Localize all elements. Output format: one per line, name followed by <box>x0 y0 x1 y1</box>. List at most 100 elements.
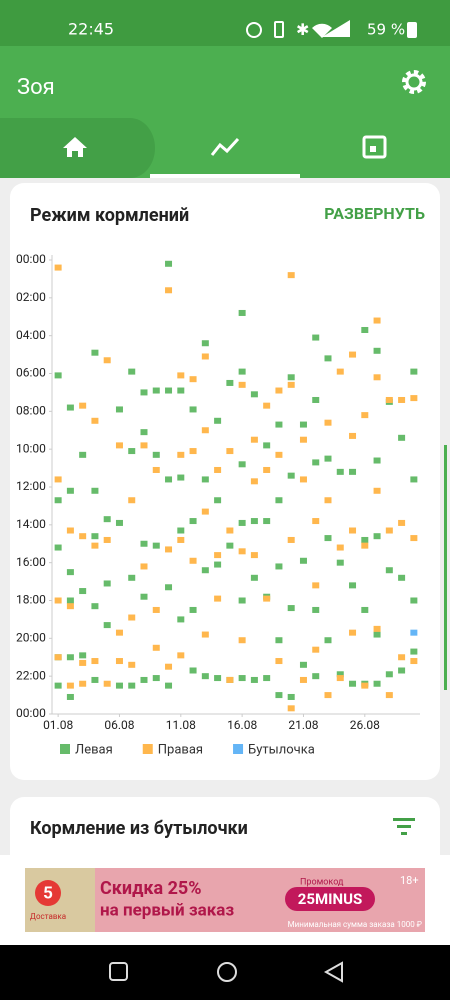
y-tick-label: 22:00 <box>16 668 46 682</box>
card-title: Режим кормлений <box>30 205 189 226</box>
point <box>373 625 381 632</box>
point <box>385 692 393 699</box>
point <box>214 561 222 568</box>
legend-label: Бутылочка <box>248 742 315 757</box>
point <box>263 402 271 409</box>
point <box>299 661 307 668</box>
alarm-icon <box>246 22 262 38</box>
legend-label: Левая <box>75 742 113 757</box>
point <box>361 542 369 549</box>
point <box>189 606 197 613</box>
point <box>250 436 258 443</box>
point <box>275 421 283 428</box>
point <box>373 680 381 687</box>
back-button[interactable] <box>323 961 343 983</box>
point <box>214 595 222 602</box>
point <box>373 347 381 354</box>
point <box>398 667 406 674</box>
point <box>66 654 74 661</box>
y-tick-label: 00:00 <box>16 706 46 720</box>
y-tick-label: 16:00 <box>16 555 46 569</box>
y-tick-label: 00:00 <box>16 252 46 266</box>
settings-button[interactable] <box>402 70 426 94</box>
point <box>410 535 418 542</box>
point <box>349 629 357 636</box>
recents-button[interactable] <box>109 962 128 981</box>
point <box>336 544 344 551</box>
point <box>66 603 74 610</box>
point <box>299 676 307 683</box>
point <box>54 654 62 661</box>
point <box>201 631 209 638</box>
point <box>91 417 99 424</box>
point <box>177 616 185 623</box>
point <box>385 671 393 678</box>
nav-bar <box>0 945 450 1000</box>
point <box>201 508 209 515</box>
point <box>177 652 185 659</box>
calendar-tab[interactable] <box>362 135 387 159</box>
point <box>275 692 283 699</box>
point <box>152 606 160 613</box>
point <box>201 427 209 434</box>
ad-promo-code: 25MINUS <box>298 890 362 908</box>
point <box>324 637 332 644</box>
point <box>373 533 381 540</box>
point <box>103 357 111 364</box>
point <box>152 675 160 682</box>
point <box>177 451 185 458</box>
point <box>410 629 418 636</box>
point <box>324 497 332 504</box>
legend-swatch <box>60 744 70 754</box>
ad-banner[interactable]: 5 Доставка Скидка 25% на первый заказ Пр… <box>25 868 425 932</box>
point <box>189 667 197 674</box>
x-tick-label: 21.08 <box>288 718 318 732</box>
point <box>385 396 393 403</box>
point <box>140 442 148 449</box>
point <box>324 535 332 542</box>
point <box>79 402 87 409</box>
ad-promo-label: Промокод <box>300 877 344 887</box>
point <box>189 518 197 525</box>
point <box>91 533 99 540</box>
x-tick-label: 16.08 <box>227 718 257 732</box>
chart-tab[interactable] <box>210 137 240 156</box>
home-button[interactable] <box>217 962 237 982</box>
point <box>287 381 295 388</box>
point <box>165 663 173 670</box>
point <box>238 381 246 388</box>
point <box>165 584 173 591</box>
point <box>79 451 87 458</box>
point <box>287 374 295 381</box>
point <box>336 559 344 566</box>
point <box>250 391 258 398</box>
point <box>128 614 136 621</box>
point <box>226 542 234 549</box>
point <box>312 673 320 680</box>
point <box>250 518 258 525</box>
expand-button[interactable]: РАЗВЕРНУТЬ <box>324 204 425 223</box>
point <box>398 434 406 441</box>
point <box>226 676 234 683</box>
point <box>103 622 111 629</box>
point <box>238 675 246 682</box>
point <box>152 387 160 394</box>
point <box>103 680 111 687</box>
point <box>324 355 332 362</box>
point <box>152 542 160 549</box>
point <box>287 472 295 479</box>
point <box>128 682 136 689</box>
bluetooth-icon: ✱ <box>296 20 309 39</box>
point <box>128 661 136 668</box>
point <box>140 593 148 600</box>
point <box>115 682 123 689</box>
point <box>66 693 74 700</box>
ad-logo: 5 <box>43 883 53 903</box>
filter-button[interactable] <box>393 818 415 835</box>
point <box>54 544 62 551</box>
home-tab[interactable] <box>63 137 87 157</box>
point <box>263 595 271 602</box>
point <box>324 419 332 426</box>
point <box>54 597 62 604</box>
